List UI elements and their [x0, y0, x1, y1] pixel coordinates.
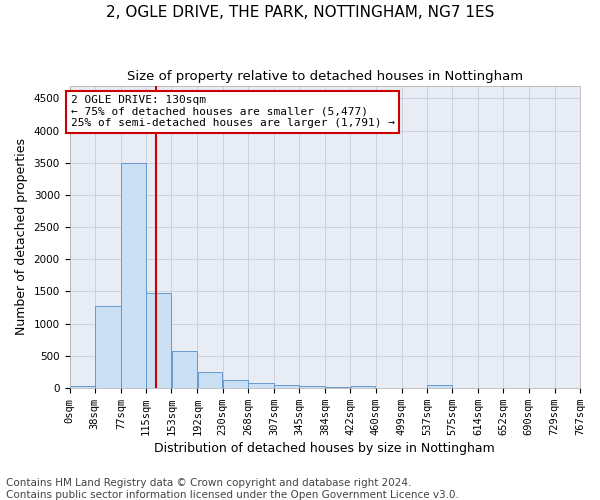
Bar [172, 350, 197, 388]
Text: Contains HM Land Registry data © Crown copyright and database right 2024.
Contai: Contains HM Land Registry data © Crown c… [6, 478, 459, 500]
Bar [274, 384, 299, 388]
Bar [427, 384, 452, 388]
Bar [325, 387, 350, 388]
Bar [70, 386, 95, 388]
Bar [223, 380, 248, 388]
Bar [299, 386, 325, 388]
Bar [248, 382, 274, 388]
Bar [350, 386, 376, 388]
Bar [146, 292, 171, 388]
Bar [197, 372, 223, 388]
Text: 2 OGLE DRIVE: 130sqm
← 75% of detached houses are smaller (5,477)
25% of semi-de: 2 OGLE DRIVE: 130sqm ← 75% of detached h… [71, 95, 395, 128]
Title: Size of property relative to detached houses in Nottingham: Size of property relative to detached ho… [127, 70, 523, 83]
Y-axis label: Number of detached properties: Number of detached properties [15, 138, 28, 335]
Bar [95, 306, 121, 388]
Text: 2, OGLE DRIVE, THE PARK, NOTTINGHAM, NG7 1ES: 2, OGLE DRIVE, THE PARK, NOTTINGHAM, NG7… [106, 5, 494, 20]
Bar [121, 162, 146, 388]
X-axis label: Distribution of detached houses by size in Nottingham: Distribution of detached houses by size … [154, 442, 495, 455]
